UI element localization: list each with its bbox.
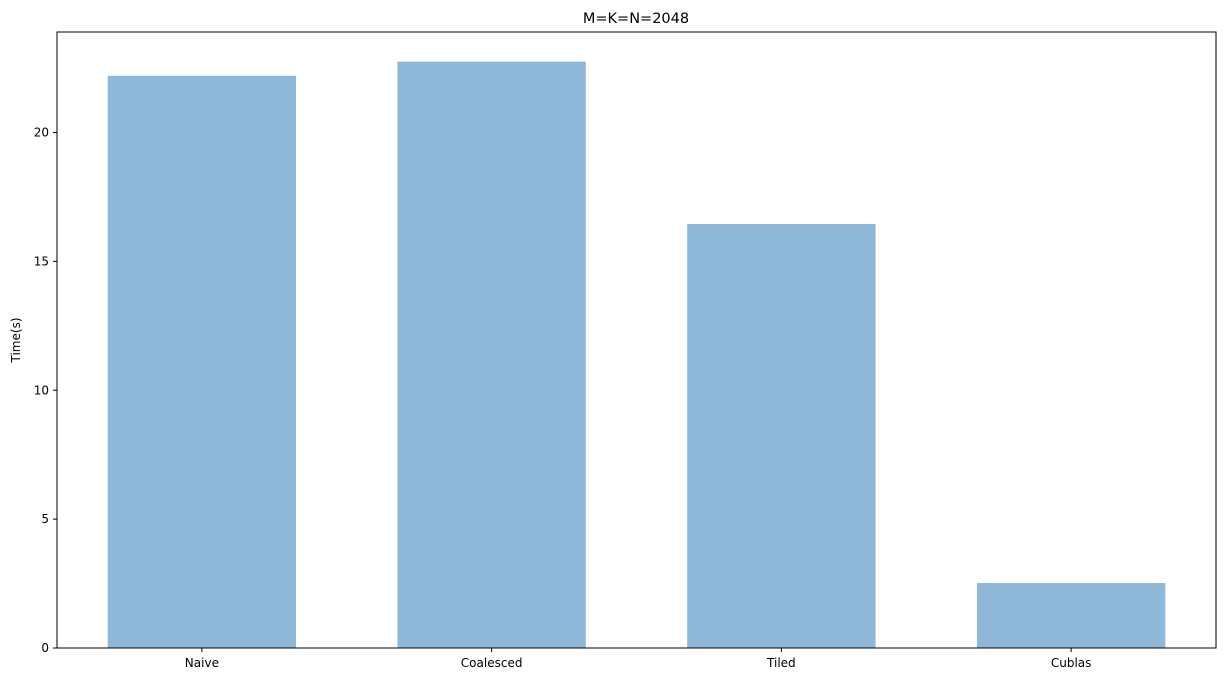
bar-tiled	[687, 224, 876, 649]
bar-coalesced	[397, 61, 586, 649]
bars-layer	[107, 61, 1166, 649]
y-tick-label: 10	[34, 383, 49, 397]
y-axis-label: Time(s)	[9, 318, 23, 364]
y-axis-ticks: 0 5 10 15 20	[34, 126, 57, 655]
x-tick-label: Tiled	[766, 656, 796, 670]
y-tick-label: 15	[34, 254, 49, 268]
x-tick-label: Cublas	[1051, 656, 1092, 670]
chart-title: M=K=N=2048	[583, 11, 689, 27]
bar-naive	[107, 75, 297, 648]
y-tick-label: 5	[41, 512, 49, 526]
y-tick-label: 20	[34, 126, 49, 140]
plot-frame	[56, 31, 1217, 649]
x-tick-label: Coalesced	[461, 656, 523, 670]
y-tick-label: 0	[41, 641, 49, 655]
x-tick-label: Naive	[185, 656, 219, 670]
bar-cublas	[976, 583, 1166, 648]
x-axis-ticks: Naive Coalesced Tiled Cublas	[185, 648, 1092, 670]
